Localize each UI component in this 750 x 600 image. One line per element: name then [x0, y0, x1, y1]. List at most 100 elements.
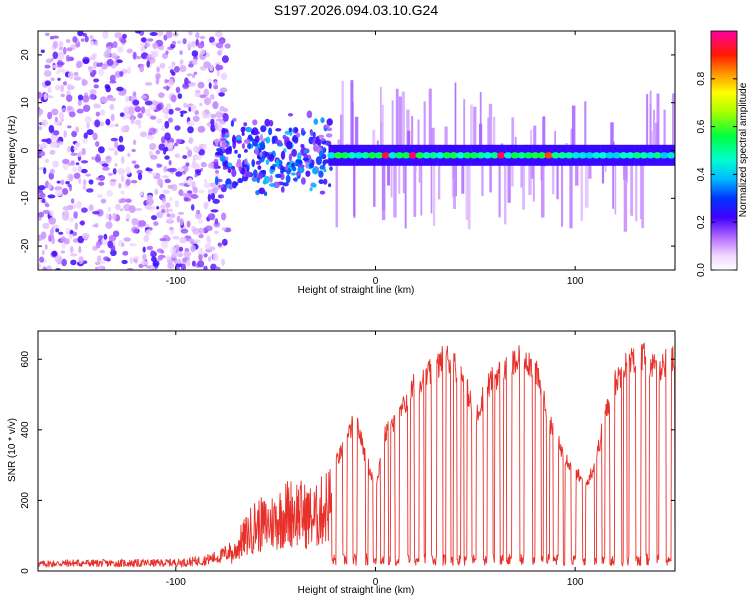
noise-blob	[162, 86, 171, 90]
noise-blob	[217, 50, 223, 56]
noise-blob	[81, 207, 88, 213]
noise-blob	[86, 129, 94, 136]
transition-blob	[275, 173, 282, 178]
noise-blob	[61, 241, 66, 250]
noise-blob	[42, 222, 50, 230]
noise-blob	[67, 105, 73, 111]
noise-blob	[205, 52, 210, 58]
transition-blob	[268, 153, 275, 162]
signal-cell	[551, 152, 560, 159]
streak	[522, 155, 525, 210]
noise-blob	[119, 199, 125, 204]
noise-blob	[194, 169, 202, 173]
noise-blob	[149, 32, 158, 36]
signal-cell	[619, 152, 628, 159]
transition-blob	[231, 181, 237, 189]
noise-blob	[110, 113, 115, 122]
noise-blob	[168, 108, 174, 115]
noise-blob	[82, 138, 88, 144]
noise-blob	[197, 42, 205, 49]
noise-blob	[128, 242, 137, 247]
noise-blob	[139, 64, 145, 73]
transition-blob	[245, 171, 252, 178]
colorbar-tick-label: 0.8	[696, 71, 707, 85]
transition-blob	[245, 126, 253, 133]
streak	[630, 155, 633, 216]
noise-blob	[76, 108, 84, 114]
noise-blob	[212, 253, 219, 261]
noise-blob	[184, 77, 189, 86]
signal-cell	[598, 152, 608, 159]
streak	[430, 155, 433, 214]
noise-blob	[121, 156, 125, 164]
transition-blob	[255, 190, 260, 196]
noise-blob	[210, 118, 215, 126]
noise-blob	[203, 265, 208, 270]
noise-blob	[116, 86, 124, 92]
noise-blob	[143, 235, 150, 243]
noise-blob	[166, 168, 175, 172]
noise-blob	[52, 250, 57, 257]
signal-cell	[415, 152, 424, 159]
noise-blob	[75, 126, 80, 133]
noise-blob	[75, 142, 81, 148]
streak	[641, 155, 645, 229]
noise-blob	[187, 80, 191, 84]
noise-blob	[146, 198, 154, 206]
noise-blob	[38, 143, 41, 148]
signal-cell	[578, 152, 587, 159]
noise-blob	[100, 175, 105, 181]
noise-blob	[133, 228, 139, 234]
noise-blob	[202, 111, 207, 119]
transition-blob	[243, 139, 251, 144]
noise-blob	[180, 113, 184, 117]
y-tick-label: -10	[20, 191, 31, 206]
noise-blob	[193, 145, 200, 153]
noise-blob	[57, 77, 61, 81]
signal-cell	[347, 152, 357, 159]
noise-blob	[114, 32, 122, 39]
streak	[511, 117, 515, 156]
transition-blob	[258, 187, 266, 195]
noise-blob	[78, 256, 84, 265]
signal-cell	[456, 152, 465, 159]
transition-blob	[300, 144, 305, 148]
noise-blob	[117, 144, 125, 152]
noise-blob	[197, 81, 205, 89]
signal-cell	[388, 152, 397, 159]
noise-blob	[214, 218, 219, 225]
transition-blob	[252, 119, 258, 126]
noise-blob	[63, 210, 70, 218]
noise-blob	[209, 94, 215, 100]
signal-cell	[334, 152, 343, 159]
noise-blob	[38, 108, 44, 116]
noise-blob	[38, 185, 46, 191]
noise-blob	[112, 212, 117, 221]
streak	[489, 155, 492, 193]
noise-blob	[174, 200, 180, 208]
transition-blob	[323, 178, 328, 185]
noise-blob	[72, 203, 77, 209]
noise-blob	[146, 60, 150, 68]
noise-blob	[213, 80, 218, 87]
noise-blob	[190, 194, 199, 199]
noise-blob	[199, 102, 203, 107]
transition-blob	[326, 127, 333, 132]
noise-blob	[95, 266, 99, 270]
transition-blob	[275, 139, 282, 145]
noise-blob	[183, 102, 188, 108]
transition-blob	[252, 178, 256, 182]
transition-blob	[225, 156, 229, 161]
noise-blob	[60, 250, 66, 254]
noise-blob	[204, 179, 208, 183]
noise-blob	[167, 262, 175, 269]
noise-blob	[186, 220, 191, 228]
noise-blob	[67, 125, 72, 129]
transition-blob	[273, 181, 280, 189]
signal-cell	[632, 152, 642, 159]
noise-blob	[198, 253, 203, 261]
streak	[663, 109, 666, 156]
noise-blob	[187, 120, 195, 127]
noise-blob	[80, 160, 89, 164]
noise-blob	[155, 149, 161, 155]
